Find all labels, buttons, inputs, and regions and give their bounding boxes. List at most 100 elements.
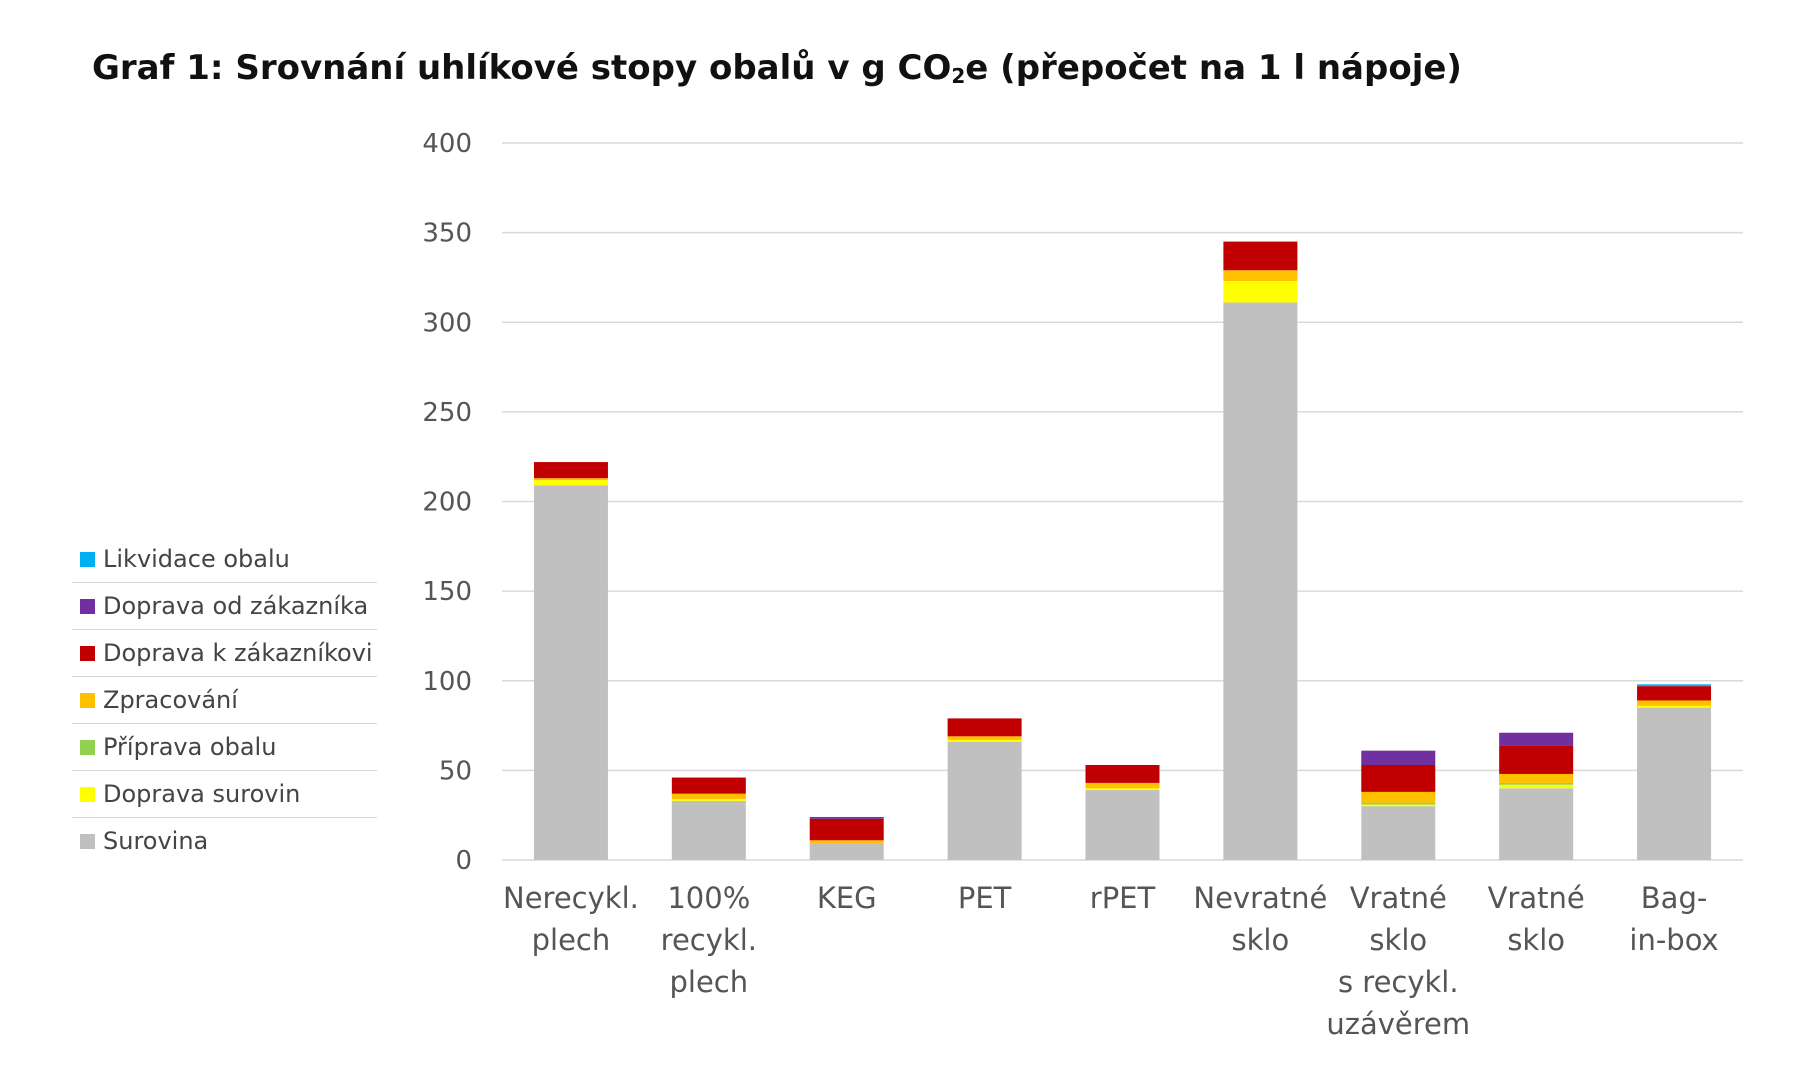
bar-segment [533,485,608,860]
y-tick-label: 350 [422,219,472,249]
legend-item: Likvidace obalu [72,536,377,583]
y-tick-label: 200 [422,488,472,518]
bar-segment [1085,790,1160,860]
gridlines [502,142,1743,861]
bar-segment [1085,764,1160,783]
bar-segment [1223,281,1298,303]
bar-stack [947,718,1022,860]
x-category-label-line: Vratné [1488,881,1585,915]
legend-item: Doprava surovin [72,771,377,818]
bar-segment [1637,684,1712,687]
bar-segment [1223,270,1298,282]
bar-segment [1499,732,1574,746]
x-category-label-line: KEG [817,881,877,915]
legend-item: Zpracování [72,677,377,724]
x-category-label-line: Vratné [1350,881,1447,915]
legend-item: Příprava obalu [72,724,377,771]
x-category-label-line: s recykl. [1338,965,1459,999]
y-tick-label: 150 [422,577,472,607]
x-category-label: PET [958,881,1012,915]
legend-swatch [80,645,95,661]
bar-segment [533,478,608,480]
legend-swatch [80,786,95,802]
x-category-label: Nevratné sklo [1193,881,1327,957]
y-tick-label: 250 [422,398,472,428]
x-category-label: Bag-in-box [1629,881,1718,957]
bar-segment [671,793,746,800]
bar-segment [1637,686,1712,701]
legend-label: Surovina [103,827,209,855]
bar-segment [1361,791,1436,803]
legend-item: Surovina [72,818,377,864]
bar-segment [1223,241,1298,271]
legend-swatch [80,551,95,567]
bar-segment [809,818,884,841]
y-tick-label: 50 [439,756,472,786]
x-category-label-line: Nerecykl. [503,881,639,915]
bar-segment [1499,784,1574,789]
bar-segment [947,739,1022,742]
x-category-label: Nerecykl. plech [503,881,639,957]
bar-segment [1499,745,1574,774]
bar-segment [671,777,746,794]
bar-segment [1499,788,1574,860]
legend-label: Zpracování [103,686,238,714]
bar-segment [671,799,746,801]
bar-segment [1361,804,1436,807]
bar-segment [809,840,884,844]
y-axis-tick-labels: 0 50 100 150 200 250 300 350 400 [422,129,472,876]
bar-segment [1637,700,1712,706]
bar-segment [1085,788,1160,791]
x-category-label-line: PET [958,881,1012,915]
bar-stacks [533,241,1712,861]
bar-segment [533,462,608,479]
bar-segment [1223,302,1298,861]
x-category-label-line: sklo [1369,923,1427,957]
bar-stack [671,777,746,860]
bar-segment [1085,782,1160,789]
bar-stack [1085,764,1160,860]
bar-segment [947,718,1022,737]
bar-segment [1499,773,1574,783]
bar-stack [1499,732,1574,860]
bar-stack [533,462,608,860]
y-tick-label: 300 [422,308,472,338]
bar-segment [1637,707,1712,860]
bar-segment [1637,705,1712,708]
x-category-label-line: in-box [1629,923,1718,957]
bar-segment [1361,750,1436,765]
legend-label: Likvidace obalu [103,545,290,573]
bar-stack [1637,684,1712,860]
bar-segment [947,736,1022,740]
legend-item: Doprava od zákazníka [72,583,377,630]
legend-swatch [80,692,95,708]
chart-title: Graf 1: Srovnání uhlíkové stopy obalů v … [92,48,1462,88]
bar-stack [809,816,884,860]
x-category-label-line: rPET [1090,881,1156,915]
bar-segment [1361,802,1436,805]
y-tick-label: 0 [455,846,472,876]
bar-segment [1499,782,1574,785]
y-tick-label: 400 [422,129,472,159]
legend-label: Doprava surovin [103,780,301,808]
x-category-label-line: 100% [667,881,750,915]
bar-stack [1361,750,1436,860]
x-category-label-line: sklo [1232,923,1290,957]
x-category-label: rPET [1090,881,1156,915]
x-category-label: KEG [817,881,877,915]
bar-segment [671,800,746,860]
x-category-label: 100% recykl. plech [661,881,757,999]
bar-stack [1223,241,1298,861]
legend-swatch [80,598,95,614]
x-category-label: Vratné sklo s recykl. uzávěrem [1326,881,1470,1041]
x-category-label-line: Nevratné [1193,881,1327,915]
x-axis-category-labels: Nerecykl. plech 100% recykl. plech KEG PET rPET… [503,881,1719,1041]
legend-label: Doprava od zákazníka [103,592,369,620]
bar-segment [947,741,1022,860]
bar-segment [809,843,884,860]
legend-label: Příprava obalu [103,733,277,761]
x-category-label-line: plech [532,923,611,957]
bar-segment [533,479,608,486]
x-category-label-line: uzávěrem [1326,1007,1470,1041]
